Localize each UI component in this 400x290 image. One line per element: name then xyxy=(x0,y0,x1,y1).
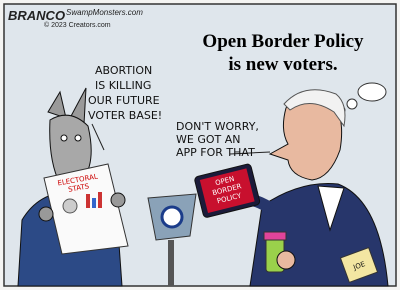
donkey-hoof xyxy=(39,207,53,221)
sign-bar xyxy=(92,198,96,208)
speech-line: DON'T WORRY, xyxy=(176,120,259,133)
speech-line: ABORTION xyxy=(95,64,152,77)
biden-hand xyxy=(277,251,295,269)
podium-stand xyxy=(168,240,174,286)
cup-lid xyxy=(264,232,286,240)
page: BRANCO SwampMonsters.com © 2023 Creators… xyxy=(0,0,400,290)
donkey-hoof xyxy=(111,193,125,207)
sign-bar xyxy=(98,192,102,208)
thought-bubble xyxy=(358,83,386,101)
caption-line: Open Border Policy xyxy=(202,31,364,52)
artist-signature: BRANCO xyxy=(8,8,65,23)
podium-logo xyxy=(162,207,182,227)
speech-line: WE GOT AN xyxy=(176,133,240,146)
speech-line: OUR FUTURE xyxy=(88,94,160,107)
caption-line: is new voters. xyxy=(228,54,337,75)
donkey-eye xyxy=(75,135,81,141)
sign-bar xyxy=(86,194,90,208)
sign-pie xyxy=(63,199,77,213)
speech-line: VOTER BASE! xyxy=(88,109,162,122)
cartoon: BRANCO SwampMonsters.com © 2023 Creators… xyxy=(0,0,400,290)
speech-line: APP FOR THAT xyxy=(176,146,255,159)
thought-bubble xyxy=(347,99,357,109)
speech-line: IS KILLING xyxy=(95,79,151,92)
donkey-eye xyxy=(61,135,67,141)
credit-site: SwampMonsters.com xyxy=(66,8,143,17)
credit-copyright: © 2023 Creators.com xyxy=(44,21,111,29)
